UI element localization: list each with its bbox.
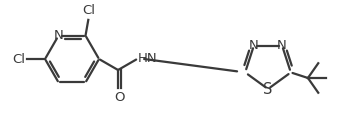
Text: N: N (54, 29, 64, 42)
Text: O: O (114, 91, 124, 104)
Text: S: S (263, 81, 273, 97)
Text: Cl: Cl (82, 4, 95, 17)
Text: HN: HN (138, 51, 158, 65)
Text: N: N (277, 39, 287, 52)
Text: Cl: Cl (12, 52, 25, 66)
Text: N: N (249, 39, 259, 52)
